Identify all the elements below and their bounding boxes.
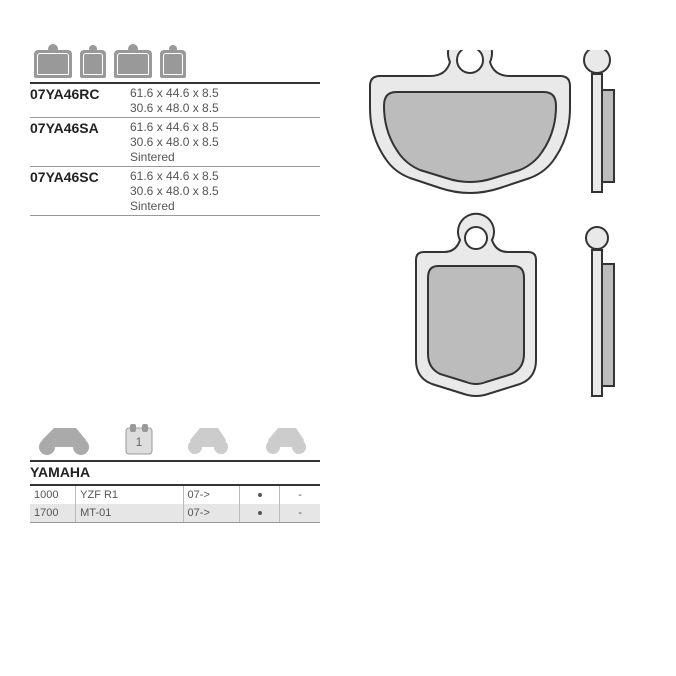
motorcycle-icon [34, 420, 94, 456]
part-dimensions: 61.6 x 44.6 x 8.530.6 x 48.0 x 8.5Sinter… [130, 169, 219, 213]
part-number: 07YA46RC [30, 86, 130, 115]
pad-icon-large [114, 50, 152, 78]
part-dimensions: 61.6 x 44.6 x 8.530.6 x 48.0 x 8.5 [130, 86, 219, 115]
pad-icon-large [34, 50, 72, 78]
table-row: 1000YZF R107->- [30, 486, 320, 504]
motorcycle-rear-icon [262, 420, 310, 456]
brand-title: YAMAHA [30, 462, 320, 482]
application-header-icons: 1 [30, 416, 320, 456]
svg-text:1: 1 [136, 435, 143, 449]
part-spec-row: 07YA46SA61.6 x 44.6 x 8.530.6 x 48.0 x 8… [30, 118, 320, 167]
brake-pad-diagram [330, 50, 650, 470]
table-row: 1700MT-0107->- [30, 504, 320, 522]
calendar-icon: 1 [124, 422, 154, 456]
application-table: 1000YZF R107->-1700MT-0107->- [30, 486, 320, 522]
pad-icon-small [160, 50, 186, 78]
motorcycle-front-icon [184, 420, 232, 456]
divider [30, 522, 320, 523]
part-spec-row: 07YA46RC61.6 x 44.6 x 8.530.6 x 48.0 x 8… [30, 84, 320, 118]
part-spec-row: 07YA46SC61.6 x 44.6 x 8.530.6 x 48.0 x 8… [30, 167, 320, 216]
pad-shape-icons [34, 50, 320, 78]
part-dimensions: 61.6 x 44.6 x 8.530.6 x 48.0 x 8.5Sinter… [130, 120, 219, 164]
part-number: 07YA46SA [30, 120, 130, 164]
pad-icon-small [80, 50, 106, 78]
part-number: 07YA46SC [30, 169, 130, 213]
